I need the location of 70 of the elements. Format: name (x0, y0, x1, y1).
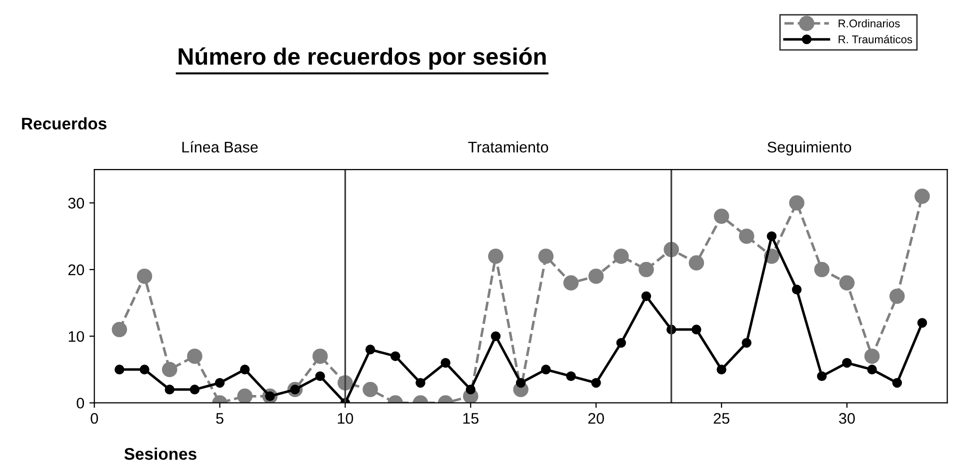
point (914, 188, 930, 204)
point (112, 322, 128, 338)
point (563, 275, 579, 291)
point (164, 384, 174, 394)
point (892, 378, 902, 388)
y-tick-label: 10 (68, 331, 84, 342)
x-tick-label: 30 (839, 412, 855, 424)
point (440, 358, 450, 368)
point (312, 348, 328, 364)
point (864, 348, 880, 364)
point (742, 338, 752, 348)
text: Tratamiento (468, 141, 548, 153)
point (816, 371, 827, 382)
x-tick-label: 0 (90, 412, 98, 424)
point (362, 382, 378, 398)
point (187, 348, 202, 364)
point (889, 288, 905, 304)
point (616, 338, 626, 348)
x-tick-label: 25 (714, 412, 730, 424)
point (614, 248, 629, 264)
point (588, 268, 604, 284)
point (917, 318, 928, 328)
point (516, 378, 526, 388)
point (591, 378, 601, 388)
point (114, 364, 124, 374)
point (638, 262, 654, 278)
point (140, 364, 150, 374)
point (789, 195, 804, 211)
point (538, 248, 554, 264)
x-tick-label: 10 (338, 412, 354, 424)
point (714, 208, 730, 224)
point (237, 388, 253, 403)
y-tick-label: 30 (68, 198, 84, 209)
y-axis-title: Recuerdos (22, 117, 106, 130)
x-tick-label: 20 (588, 412, 604, 424)
point (792, 284, 802, 294)
legend-label: R.Ordinarios (838, 19, 900, 28)
point (214, 378, 225, 388)
point (867, 364, 877, 374)
point (641, 291, 652, 302)
legend-label: R. Traumáticos (838, 35, 912, 44)
point (190, 384, 200, 394)
point (136, 268, 152, 284)
point (814, 262, 830, 278)
y-tick-label: 0 (76, 398, 84, 409)
point (842, 358, 852, 368)
point (566, 371, 576, 382)
point (738, 228, 754, 244)
point (365, 344, 376, 354)
point (716, 364, 726, 374)
point (692, 324, 702, 334)
x-tick-label: 5 (216, 413, 224, 424)
chart-title: Número de recuerdos por sesión (178, 47, 546, 70)
text: Seguimiento (768, 141, 852, 156)
point (390, 351, 400, 362)
point (541, 364, 551, 374)
point (688, 255, 704, 271)
point (490, 331, 501, 342)
x-axis-title: Sesiones (124, 448, 196, 460)
point (839, 275, 855, 291)
point (416, 378, 426, 388)
point (162, 362, 178, 378)
y-tick-label: 20 (68, 264, 84, 276)
point (488, 248, 504, 264)
point (766, 231, 777, 242)
point (466, 384, 476, 394)
text: Línea Base (182, 141, 258, 153)
point (240, 364, 250, 374)
x-tick-label: 15 (463, 413, 478, 424)
point (315, 371, 325, 382)
